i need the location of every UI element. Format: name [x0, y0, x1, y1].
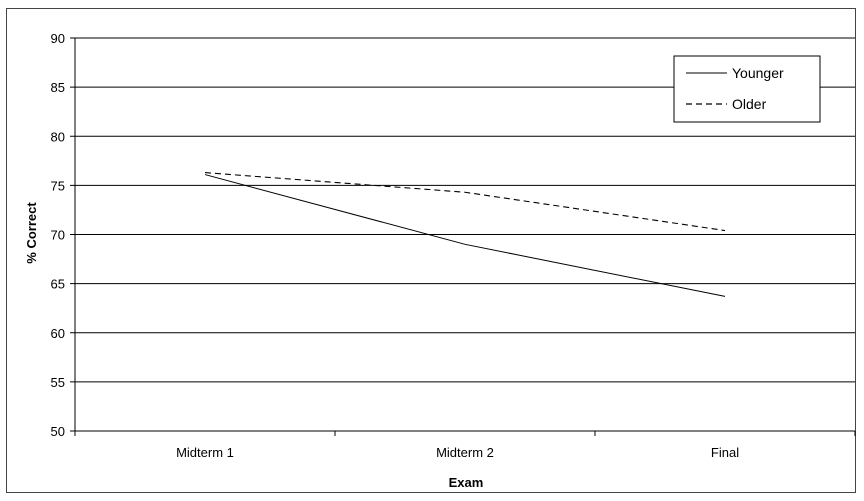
legend-box — [673, 55, 821, 123]
gridlines — [70, 37, 856, 436]
y-tick-labels: 50 55 60 65 70 75 80 85 90 — [51, 31, 65, 439]
y-tick-label-90: 90 — [51, 31, 65, 46]
legend-label-younger: Younger — [732, 65, 784, 81]
y-tick-label-85: 85 — [51, 80, 65, 95]
series-lines — [204, 172, 726, 297]
series-line-younger — [204, 174, 726, 297]
x-axis-title: Exam — [449, 475, 484, 490]
x-tick-label-midterm-1: Midterm 1 — [176, 445, 234, 460]
y-tick-label-60: 60 — [51, 326, 65, 341]
y-tick-label-50: 50 — [51, 424, 65, 439]
legend-label-older: Older — [732, 96, 767, 112]
y-axis-title: % Correct — [24, 202, 39, 264]
series-line-older — [204, 172, 726, 232]
x-tick-label-final: Final — [711, 445, 739, 460]
x-tick-label-midterm-2: Midterm 2 — [436, 445, 494, 460]
y-tick-label-70: 70 — [51, 228, 65, 243]
y-tick-label-65: 65 — [51, 277, 65, 292]
legend: Younger Older — [673, 55, 821, 123]
y-tick-label-80: 80 — [51, 129, 65, 144]
y-tick-label-55: 55 — [51, 375, 65, 390]
x-tick-labels: Midterm 1 Midterm 2 Final — [176, 445, 739, 460]
y-tick-label-75: 75 — [51, 178, 65, 193]
